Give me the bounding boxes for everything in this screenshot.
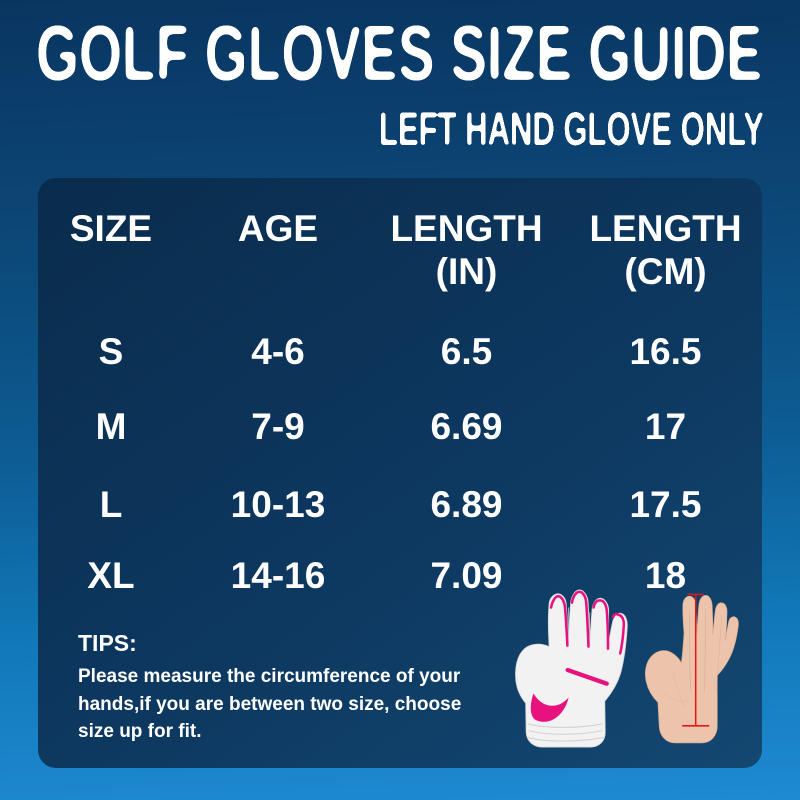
svg-text:LEFT HAND GLOVE ONLY: LEFT HAND GLOVE ONLY <box>379 102 764 155</box>
svg-text:GOLF GLOVES SIZE GUIDE: GOLF GLOVES SIZE GUIDE <box>36 8 763 97</box>
